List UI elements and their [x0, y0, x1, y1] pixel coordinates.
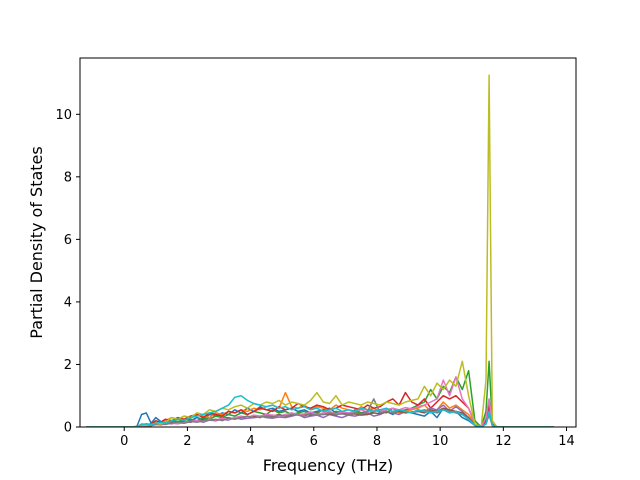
pdos-series-line-7 — [86, 376, 554, 427]
x-tick-label: 0 — [120, 434, 128, 449]
y-tick-label: 8 — [64, 170, 72, 185]
x-tick-label: 10 — [432, 434, 449, 449]
x-axis-label: Frequency (THz) — [263, 456, 393, 475]
x-tick-label: 6 — [310, 434, 318, 449]
x-tick-label: 14 — [558, 434, 575, 449]
pdos-series-line-4 — [86, 391, 554, 427]
y-tick-label: 2 — [64, 358, 72, 373]
x-tick-label: 8 — [373, 434, 381, 449]
x-tick-label: 12 — [495, 434, 512, 449]
series-layer — [86, 74, 554, 427]
y-tick-label: 0 — [64, 421, 72, 436]
x-tick-label: 2 — [183, 434, 191, 449]
y-axis-label: Partial Density of States — [27, 146, 46, 338]
x-tick-label: 4 — [246, 434, 254, 449]
plot-frame — [79, 57, 577, 428]
pdos-series-line-10 — [86, 394, 554, 427]
pdos-series-line-8 — [86, 398, 554, 427]
y-tick-label: 4 — [64, 295, 72, 310]
y-tick-label: 6 — [64, 233, 72, 248]
y-tick-label: 10 — [55, 108, 72, 123]
tick-layer: 0 2 4 6 8 10 12 14 0 2 4 6 8 10 — [55, 108, 574, 449]
